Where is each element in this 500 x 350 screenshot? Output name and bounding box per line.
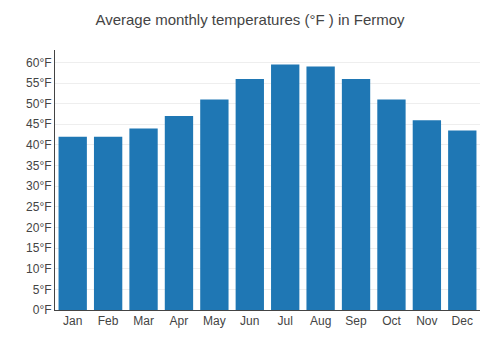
svg-text:5°F: 5°F (33, 283, 52, 297)
svg-text:Sep: Sep (345, 314, 367, 328)
svg-text:40°F: 40°F (26, 138, 51, 152)
svg-text:May: May (203, 314, 226, 328)
svg-text:Jul: Jul (278, 314, 293, 328)
svg-text:Jan: Jan (63, 314, 82, 328)
svg-text:30°F: 30°F (26, 179, 51, 193)
svg-text:45°F: 45°F (26, 117, 51, 131)
svg-text:35°F: 35°F (26, 159, 51, 173)
svg-text:Apr: Apr (170, 314, 189, 328)
svg-text:Nov: Nov (416, 314, 437, 328)
svg-text:60°F: 60°F (26, 56, 51, 70)
svg-text:0°F: 0°F (33, 303, 52, 317)
svg-text:Dec: Dec (452, 314, 473, 328)
svg-text:15°F: 15°F (26, 241, 51, 255)
svg-text:10°F: 10°F (26, 262, 51, 276)
svg-text:Mar: Mar (133, 314, 154, 328)
svg-text:Feb: Feb (98, 314, 119, 328)
svg-text:50°F: 50°F (26, 97, 51, 111)
svg-text:20°F: 20°F (26, 221, 51, 235)
svg-text:25°F: 25°F (26, 200, 51, 214)
svg-text:55°F: 55°F (26, 76, 51, 90)
svg-text:Jun: Jun (240, 314, 259, 328)
svg-text:Average monthly temperatures (: Average monthly temperatures (°F ) in Fe… (95, 11, 405, 28)
svg-text:Oct: Oct (382, 314, 401, 328)
svg-text:Aug: Aug (310, 314, 331, 328)
